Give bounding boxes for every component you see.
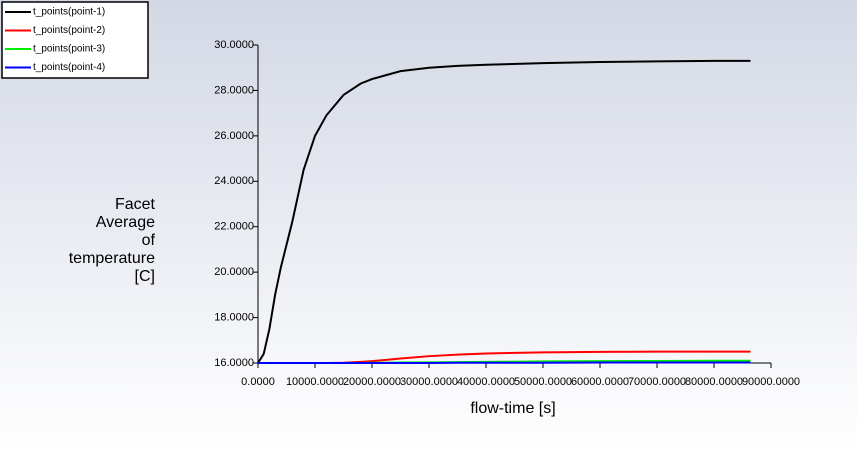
y-tick-label: 16.0000 [214,357,254,369]
y-tick-label: 28.0000 [214,84,254,96]
x-axis-label: flow-time [s] [470,400,555,417]
x-tick-label: 90000.0000 [742,376,800,388]
y-tick-label: 20.0000 [214,266,254,278]
series-line [257,59,751,364]
x-tick-label: 50000.0000 [514,376,572,388]
y-tick-label: 30.0000 [214,39,254,51]
x-tick-label: 10000.0000 [286,376,344,388]
y-tick-label: 18.0000 [214,311,254,323]
legend-box [1,1,149,79]
y-tick-label: 22.0000 [214,221,254,233]
legend-label: t_points(point-1) [33,7,105,18]
x-tick-label: 40000.0000 [457,376,515,388]
y-axis-label: [C] [135,268,155,285]
y-axis-label: Facet [115,196,156,213]
x-tick-label: 70000.0000 [628,376,686,388]
y-axis-label: temperature [69,250,155,267]
x-tick-label: 30000.0000 [400,376,458,388]
x-tick-label: 20000.0000 [343,376,401,388]
x-tick-label: 0.0000 [241,376,275,388]
y-tick-label: 26.0000 [214,130,254,142]
y-axis-label: of [142,232,156,249]
x-tick-label: 60000.0000 [571,376,629,388]
legend-label: t_points(point-3) [33,44,105,55]
legend-label: t_points(point-2) [33,25,105,36]
y-tick-label: 24.0000 [214,175,254,187]
legend-label: t_points(point-4) [33,62,105,73]
x-tick-label: 80000.0000 [685,376,743,388]
y-axis-label: Average [96,214,155,231]
